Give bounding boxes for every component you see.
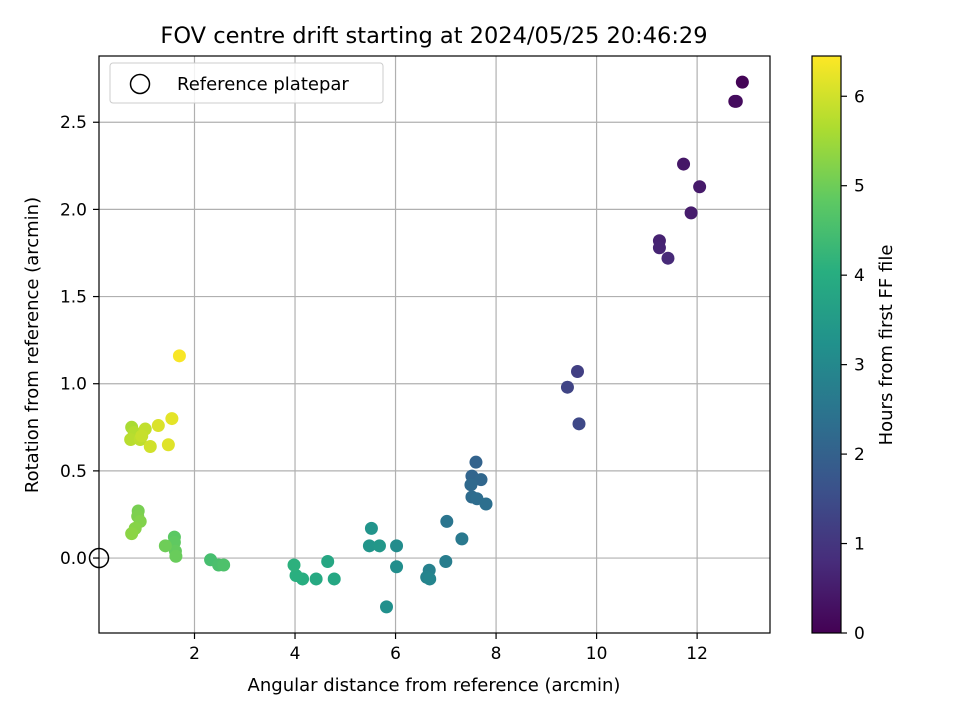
scatter-point [165,412,179,426]
y-tick-label: 2.0 [60,200,87,220]
reference-marker-group [88,547,110,569]
y-tick-label: 0.5 [60,462,87,482]
scatter-point [464,478,478,492]
scatter-point [440,514,454,528]
y-tick-label: 0.0 [60,549,87,569]
x-tick-label: 8 [491,644,502,664]
scatter-point [560,380,574,394]
colorbar: 0 1 2 3 4 5 6 Hours from first FF file [811,55,897,644]
scatter-point [469,455,483,469]
x-tick-label: 6 [390,644,401,664]
colorbar-ticks: 0 1 2 3 4 5 6 [841,87,865,644]
scatter-point [364,521,378,535]
scatter-point [390,539,404,553]
scatter-point [684,206,698,220]
scatter-point [143,439,157,453]
colorbar-tick-label: 6 [854,87,865,107]
scatter-point [217,558,231,572]
y-tick-label: 2.5 [60,113,87,133]
colorbar-tick-label: 2 [854,445,865,465]
scatter-point [309,572,323,586]
scatter-point [693,180,707,194]
legend-hollow-circle-icon [129,73,151,95]
scatter-point [372,539,386,553]
scatter-point [321,555,335,569]
scatter-point [125,527,139,541]
colorbar-tick-label: 5 [854,177,865,197]
scatter-point [479,497,493,511]
scatter-point [572,417,586,431]
x-tick-label: 4 [290,644,301,664]
scatter-point [135,429,149,443]
scatter-point [439,555,453,569]
scatter-point [169,549,183,563]
scatter-point [729,94,743,108]
colorbar-tick-label: 0 [854,624,865,644]
y-axis-label: Rotation from reference (arcmin) [22,197,43,493]
x-axis-label: Angular distance from reference (arcmin) [248,675,621,696]
x-tick-label: 2 [189,644,200,664]
grid [99,56,770,633]
scatter-point [390,560,404,574]
plot-area-border [98,55,771,634]
y-tick-label: 1.5 [60,288,87,308]
legend: Reference platepar [109,62,384,104]
scatter-point [379,600,393,614]
legend-entry-label: Reference platepar [177,74,349,95]
y-axis: 0.0 0.5 1.0 1.5 2.0 2.5 [60,113,99,569]
colorbar-tick-label: 3 [854,356,865,376]
chart-title: FOV centre drift starting at 2024/05/25 … [160,23,707,49]
scatter-point [570,365,584,379]
scatter-point [172,349,186,363]
scatter-point [287,558,301,572]
scatter-point [362,539,376,553]
colorbar-tick-label: 4 [854,266,865,286]
scatter-point [423,572,437,586]
scatter-point [151,419,165,433]
scatter-point [327,572,341,586]
x-axis: 2 4 6 8 10 12 [189,633,708,664]
scatter-points [124,75,749,614]
scatter-point [735,75,749,89]
axes-frame [98,55,771,634]
scatter-point [652,241,666,255]
x-tick-label: 10 [586,644,608,664]
colorbar-gradient [811,55,842,634]
scatter-point [661,251,675,265]
x-tick-label: 12 [686,644,708,664]
colorbar-tick-label: 1 [854,535,865,555]
y-tick-label: 1.0 [60,375,87,395]
colorbar-label: Hours from first FF file [876,245,897,446]
legend-box [109,62,384,104]
reference-platepar-marker [88,547,110,569]
scatter-point [474,473,488,487]
scatter-point [161,438,175,452]
scatter-point [289,568,303,582]
scatter-point [677,157,691,171]
scatter-point [455,532,469,546]
scatter-point [124,433,138,447]
scatter-point [158,539,172,553]
